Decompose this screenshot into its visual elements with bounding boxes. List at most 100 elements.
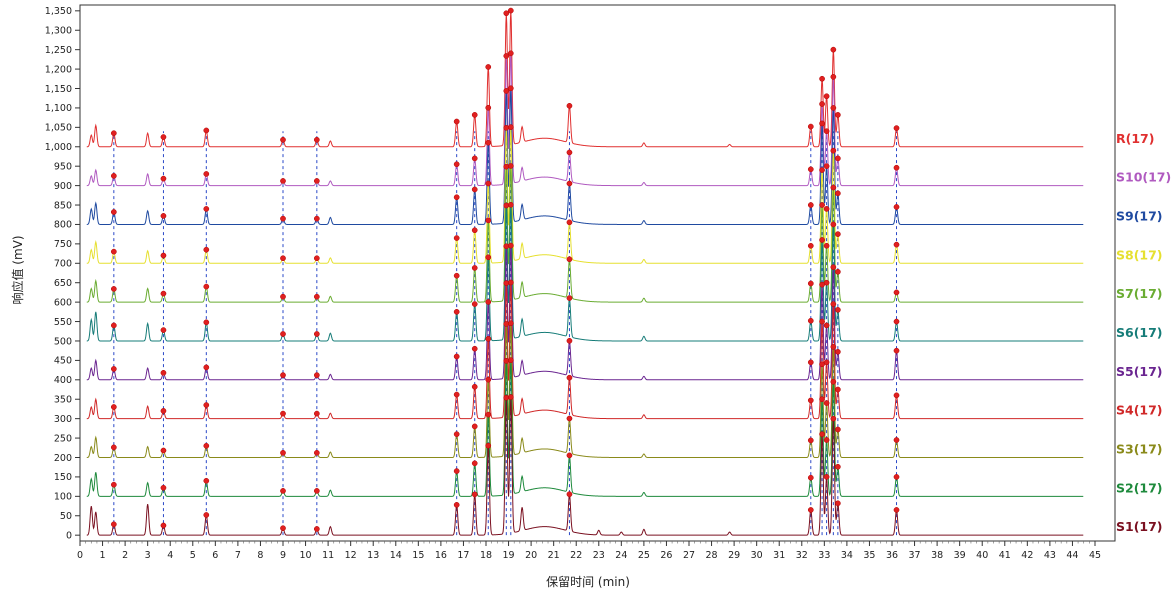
peak-marker — [503, 53, 510, 59]
x-tick-label: 29 — [728, 550, 740, 561]
peak-marker — [893, 392, 900, 399]
peak-marker — [507, 357, 514, 364]
peak-marker — [453, 272, 460, 279]
y-tick-label: 350 — [54, 395, 72, 406]
x-tick-label: 42 — [1021, 550, 1033, 561]
peak-marker — [807, 397, 814, 404]
peak-marker — [280, 331, 286, 337]
peak-marker — [819, 202, 825, 208]
peak-marker — [566, 102, 573, 109]
y-tick-label: 1,000 — [45, 142, 72, 153]
series-label: S8(17) — [1116, 247, 1163, 262]
peak-marker — [313, 526, 320, 532]
y-tick-label: 650 — [54, 278, 72, 289]
peak-marker — [823, 163, 830, 170]
peak-marker — [830, 264, 837, 271]
series-trace — [86, 88, 1084, 225]
x-tick-label: 45 — [1089, 550, 1101, 561]
peak-marker — [830, 415, 837, 422]
series-label: S3(17) — [1116, 441, 1163, 456]
y-tick-label: 700 — [54, 259, 72, 270]
series-label: R(17) — [1116, 131, 1154, 146]
peak-marker — [566, 337, 573, 344]
peak-marker — [160, 447, 167, 454]
peak-marker — [485, 376, 492, 383]
x-tick-label: 2 — [122, 550, 128, 561]
x-tick-label: 34 — [841, 550, 853, 561]
peak-marker — [830, 105, 837, 111]
peak-marker — [453, 161, 460, 168]
peak-marker — [160, 252, 167, 259]
peak-marker — [485, 442, 492, 449]
peak-marker — [807, 437, 814, 444]
peak-marker — [566, 491, 573, 498]
peak-marker — [203, 364, 210, 371]
peak-marker — [835, 155, 841, 162]
x-tick-label: 28 — [706, 550, 718, 561]
peak-marker — [507, 279, 514, 286]
peak-marker — [471, 301, 478, 307]
peak-marker — [313, 215, 320, 222]
peak-marker — [835, 112, 841, 118]
peak-marker — [453, 353, 460, 360]
x-tick-label: 4 — [167, 550, 173, 561]
y-tick-label: 450 — [54, 356, 72, 367]
x-tick-label: 25 — [638, 550, 650, 561]
peak-marker — [160, 327, 167, 333]
peak-marker — [830, 46, 837, 53]
peak-marker — [280, 293, 286, 300]
peak-marker — [823, 437, 830, 443]
peak-markers — [110, 7, 900, 532]
x-tick-label: 31 — [773, 550, 785, 561]
x-tick-label: 17 — [457, 550, 469, 561]
x-tick-label: 23 — [593, 550, 605, 561]
peak-marker — [566, 180, 573, 187]
y-tick-label: 150 — [54, 472, 72, 483]
peak-marker — [453, 391, 460, 398]
x-tick-label: 43 — [1044, 550, 1056, 561]
peak-marker — [485, 254, 492, 261]
peak-marker — [835, 190, 841, 197]
peak-marker — [110, 366, 117, 372]
peak-marker — [485, 104, 492, 111]
peak-marker — [471, 460, 478, 467]
y-tick-label: 900 — [54, 181, 72, 192]
peak-marker — [566, 452, 573, 459]
y-tick-label: 1,200 — [45, 64, 72, 75]
x-tick-label: 40 — [976, 550, 988, 561]
peak-marker — [830, 378, 837, 385]
peak-marker — [819, 167, 825, 173]
peak-marker — [280, 488, 286, 494]
peak-marker — [453, 194, 460, 201]
peak-marker — [566, 374, 573, 381]
peak-marker — [819, 237, 825, 243]
series-trace — [86, 323, 1084, 458]
peak-marker — [485, 217, 492, 224]
y-tick-label: 1,250 — [45, 45, 72, 56]
peak-marker — [280, 372, 286, 379]
peak-marker — [835, 386, 841, 393]
peak-marker — [313, 331, 320, 337]
y-tick-label: 250 — [54, 433, 72, 444]
x-tick-label: 44 — [1066, 550, 1078, 561]
peak-marker — [110, 404, 117, 410]
x-tick-label: 8 — [257, 550, 263, 561]
peak-marker — [110, 248, 117, 255]
peak-marker — [807, 202, 814, 208]
series-trace — [86, 245, 1084, 381]
peak-marker — [313, 449, 320, 456]
x-tick-label: 10 — [300, 550, 312, 561]
peak-marker — [819, 361, 825, 368]
peak-marker — [830, 221, 837, 228]
peak-marker — [471, 186, 478, 193]
peak-marker — [807, 280, 814, 287]
peak-marker — [893, 318, 900, 325]
series-label: S4(17) — [1116, 403, 1163, 418]
series-trace — [86, 282, 1084, 420]
x-axis-ticks: 0 1 2 3 4 5 6 7 8 9 10 11 12 13 14 15 16 17 18 19 20 21 22 23 24… — [77, 541, 1101, 561]
series-traces — [86, 10, 1084, 536]
peak-marker — [110, 481, 117, 488]
series-trace — [86, 10, 1084, 148]
peak-marker — [160, 134, 167, 140]
